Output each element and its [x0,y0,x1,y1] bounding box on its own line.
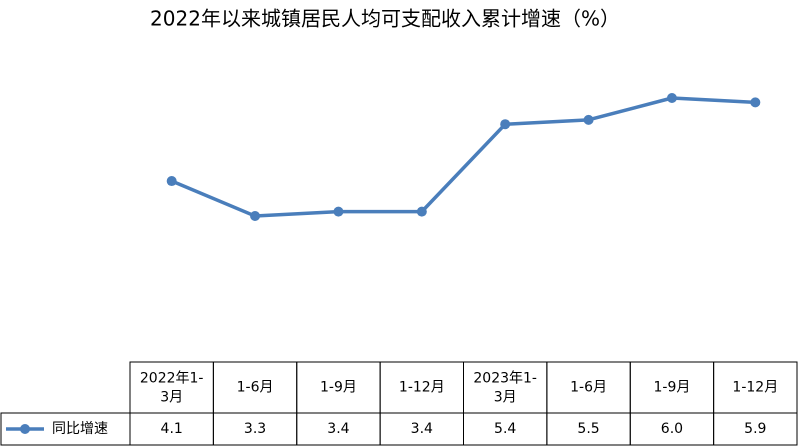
data-point [750,97,761,108]
x-tick-label: 1-12月 [399,380,445,396]
data-point [416,206,427,217]
x-tick-label: 1-9月 [320,380,357,396]
data-label: 5.5 [577,421,599,437]
legend-label: 同比增速 [52,421,108,437]
data-point [166,176,177,187]
series-line [171,96,756,218]
x-tick-label: 2023年1-3月 [473,371,537,406]
data-label: 5.9 [744,421,766,437]
data-label: 5.4 [494,421,516,437]
data-label: 4.1 [161,421,183,437]
chart-title: 2022年以来城镇居民人均可支配收入累计增速（%） [150,7,620,31]
x-tick-label: 1-9月 [654,380,691,396]
data-label: 3.3 [244,421,266,437]
data-point [583,114,594,125]
x-tick-label: 1-12月 [732,380,778,396]
table-cell [713,412,798,446]
table-cell [0,412,131,446]
x-tick-label: 2022年1-3月 [140,371,204,406]
data-label: 3.4 [327,421,349,437]
data-point [333,206,344,217]
data-point [250,211,261,221]
data-point [666,93,677,103]
data-label: 6.0 [661,421,683,437]
data-point [500,119,511,130]
x-tick-label: 1-6月 [237,380,274,396]
data-label: 3.4 [411,421,433,437]
legend-marker [20,424,30,434]
x-tick-label: 1-6月 [570,380,607,396]
